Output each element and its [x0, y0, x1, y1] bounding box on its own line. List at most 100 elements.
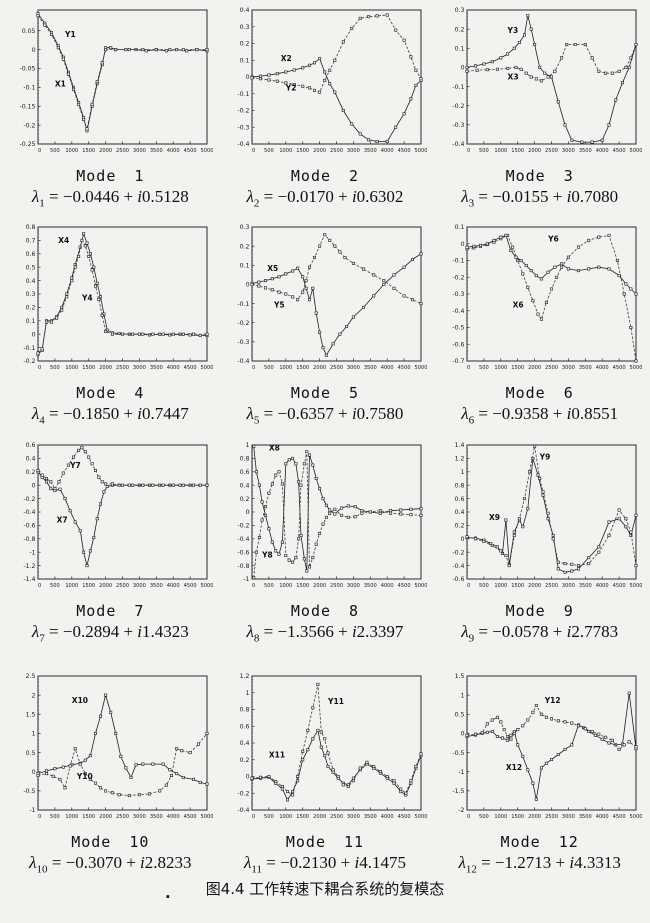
- mode-title: Mode 4: [76, 384, 145, 403]
- x-tick-label: 2500: [331, 583, 344, 589]
- y-tick-label: 1.4: [455, 442, 465, 449]
- y-tick-label: 0.8: [25, 225, 35, 232]
- y-tick-label: 0: [31, 482, 35, 489]
- x-tick-label: 5000: [415, 583, 427, 589]
- x-tick-label: 1000: [280, 814, 293, 820]
- x-tick-label: 5000: [200, 365, 212, 371]
- mode-title: Mode 10: [71, 833, 150, 852]
- mode-title: Mode 11: [285, 833, 365, 852]
- x-tick-label: 4500: [613, 365, 626, 371]
- mode-title: Mode 2: [290, 167, 360, 185]
- series-X10: X10: [36, 693, 209, 786]
- x-tick-label: 3000: [347, 814, 360, 820]
- x-tick-label: 2500: [331, 148, 344, 154]
- x-tick-label: 500: [50, 148, 60, 154]
- y-tick-label: -0.3: [453, 292, 465, 299]
- series-X12: X12: [465, 691, 638, 801]
- x-tick-label: 0: [467, 814, 470, 820]
- mode-title: Mode 1: [76, 167, 145, 185]
- y-tick-label: 0.1: [455, 45, 465, 52]
- x-tick-label: 5000: [415, 814, 427, 820]
- mode-9-chart: 1.41.210.80.60.40.20-0.2-0.4-0.60 500 1000…: [453, 442, 643, 589]
- x-tick-label: 5000: [200, 148, 212, 154]
- x-tick-label: 3500: [364, 365, 377, 371]
- x-tick-label: 3500: [364, 148, 377, 154]
- mode-card-9: 1.4 1.2 1 0.8 0.6 0.4 0.2 0 -0.2 -0.4 -0.6 0 500 1000…: [435, 441, 644, 644]
- x-tick-label: 1500: [297, 365, 310, 371]
- x-tick-label: 1500: [511, 583, 524, 589]
- eigenvalue-formula: λ7 = −0.2894 + i1.4323: [31, 621, 189, 645]
- eigenvalue-formula: λ6 = −0.9358 + i0.8551: [461, 404, 619, 427]
- x-tick-label: 5000: [630, 148, 642, 154]
- x-tick-label: 4500: [398, 148, 411, 154]
- x-tick-label: 2000: [99, 148, 112, 154]
- eigenvalue-formula: λ2 = −0.0170 + i0.6302: [246, 187, 404, 210]
- y-tick-label: -0.4: [238, 141, 250, 148]
- x-tick-label: 2000: [314, 814, 327, 820]
- x-tick-label: 1000: [65, 583, 78, 589]
- series-label: Y10: [76, 772, 93, 781]
- series-label: X12: [506, 763, 522, 772]
- y-tick-label: 1: [246, 690, 250, 697]
- series-label: X3: [508, 73, 519, 82]
- x-tick-label: 4500: [183, 365, 196, 371]
- x-tick-label: 0: [252, 365, 255, 371]
- y-tick-label: -2: [458, 807, 464, 814]
- x-tick-label: 3500: [579, 148, 592, 154]
- series-X1: X1: [36, 12, 209, 133]
- eigenvalue-formula: λ8 = −1.3566 + i2.3397: [246, 621, 404, 645]
- y-tick-label: -0.25: [19, 141, 35, 148]
- x-tick-label: 3000: [562, 814, 575, 820]
- y-tick-label: 0.3: [240, 225, 250, 232]
- mode-2-chart: 0.40.30.20.10-0.1-0.2-0.3-0.40 500 1000 150…: [238, 7, 428, 154]
- x-tick-label: 4000: [167, 583, 180, 589]
- y-tick-label: 0: [461, 731, 465, 738]
- x-tick-label: 500: [265, 814, 275, 820]
- x-tick-label: 5000: [200, 583, 212, 589]
- x-tick-label: 500: [265, 365, 275, 371]
- y-tick-label: 0.6: [240, 469, 250, 476]
- x-tick-label: 1000: [494, 814, 507, 820]
- x-tick-label: 2000: [528, 148, 541, 154]
- y-tick-label: 0.4: [240, 740, 250, 747]
- y-tick-label: -0.2: [453, 103, 465, 110]
- mode-card-2: 0.4 0.3 0.2 0.1 0 -0.1 -0.2 -0.3 -0.4 0 500 1000 150…: [221, 6, 430, 209]
- mode-3-chart: 0.30.20.10-0.1-0.2-0.3-0.40 500 1000 1500 20…: [453, 7, 643, 154]
- x-tick-label: 0: [252, 148, 255, 154]
- y-tick-label: 0.6: [240, 724, 250, 731]
- y-tick-label: -0.2: [238, 320, 250, 327]
- x-tick-label: 3500: [150, 583, 163, 589]
- y-tick-label: 0: [461, 536, 465, 543]
- x-tick-label: 2500: [116, 148, 129, 154]
- x-tick-label: 500: [50, 365, 60, 371]
- series-Y12: Y12: [465, 696, 638, 752]
- y-tick-label: 0.2: [240, 496, 250, 503]
- y-tick-label: -0.1: [453, 258, 465, 265]
- mode-title: Mode 6: [505, 384, 574, 403]
- series-label: X5: [268, 265, 279, 274]
- y-tick-label: -0.6: [23, 522, 35, 529]
- x-tick-label: 4500: [398, 365, 411, 371]
- x-tick-label: 4000: [381, 814, 394, 820]
- series-X3: X3: [465, 42, 638, 83]
- plot-frame: [251, 226, 422, 362]
- y-tick-label: -0.8: [23, 536, 35, 543]
- y-tick-label: -0.3: [453, 122, 465, 129]
- series-label: Y2: [285, 83, 297, 92]
- y-tick-label: 0.2: [240, 41, 250, 48]
- mode-card-5: 0.3 0.2 0.1 0 -0.1 -0.2 -0.3 -0.4 0 500 1000 1500 20…: [221, 223, 430, 427]
- y-tick-label: 0.6: [455, 496, 465, 503]
- y-tick-label: -0.1: [238, 301, 250, 308]
- x-tick-label: 4500: [613, 583, 626, 589]
- x-tick-label: 2500: [545, 365, 558, 371]
- x-tick-label: 1000: [280, 365, 293, 371]
- y-tick-label: 0.2: [455, 522, 465, 529]
- y-tick-label: -0.2: [238, 522, 250, 529]
- x-tick-label: 2000: [528, 365, 541, 371]
- eigenvalue-formula: λ9 = −0.0578 + i2.7783: [461, 621, 619, 645]
- x-tick-label: 0: [467, 148, 470, 154]
- figure-grid: 0.05 0 -0.05 -0.1 -0.15 -0.2 -0.25 0 500 1000 1500…: [19, 6, 644, 875]
- x-tick-label: 1000: [65, 814, 78, 820]
- mode-title: Mode 12: [500, 833, 579, 852]
